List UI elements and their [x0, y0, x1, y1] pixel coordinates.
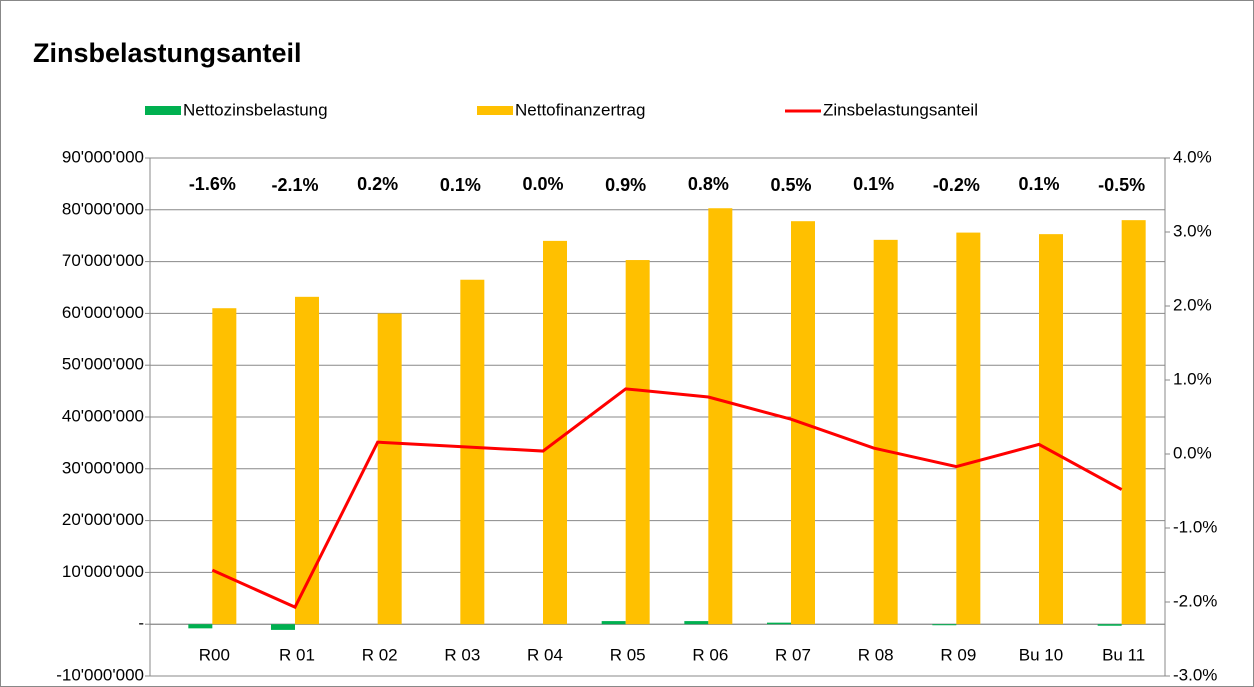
x-tick-label: R 08 [858, 645, 894, 664]
bar [873, 239, 898, 625]
bar [601, 621, 626, 625]
legend-label: Zinsbelastungsanteil [823, 100, 978, 119]
y-tick-label: 50'000'000 [62, 355, 144, 374]
bar [684, 621, 709, 625]
x-tick-label: R 05 [610, 645, 646, 664]
y2-tick-label: -3.0% [1173, 665, 1217, 684]
x-tick-label: R 07 [775, 645, 811, 664]
y-tick-label: 60'000'000 [62, 303, 144, 322]
x-tick-label: R 01 [279, 645, 315, 664]
y2-tick-label: 1.0% [1173, 369, 1212, 388]
data-label: 0.8% [688, 174, 729, 194]
bar [767, 622, 791, 625]
data-label: 0.1% [1018, 174, 1059, 194]
bar [932, 624, 957, 626]
bar [1121, 220, 1146, 625]
y2-tick-label: 0.0% [1173, 443, 1212, 462]
x-tick-label: R00 [199, 645, 230, 664]
y-tick-label: 80'000'000 [62, 199, 144, 218]
data-label: 0.1% [853, 174, 894, 194]
x-tick-label: R 06 [692, 645, 728, 664]
x-tick-label: R 09 [940, 645, 976, 664]
legend-swatch [145, 106, 181, 115]
x-tick-label: Bu 10 [1019, 645, 1063, 664]
bar [460, 279, 485, 625]
y2-tick-label: -1.0% [1173, 517, 1217, 536]
y-tick-label: 40'000'000 [62, 406, 144, 425]
y-tick-label: 30'000'000 [62, 458, 144, 477]
data-label: 0.1% [440, 175, 481, 195]
y2-tick-label: 2.0% [1173, 295, 1212, 314]
bar [1097, 624, 1122, 626]
y2-tick-label: 3.0% [1173, 221, 1212, 240]
legend-label: Nettozinsbelastung [183, 100, 328, 119]
y-tick-label: 10'000'000 [62, 562, 144, 581]
data-label: -0.2% [933, 175, 980, 195]
bar [271, 624, 295, 630]
data-label: 0.5% [770, 175, 811, 195]
x-tick-label: Bu 11 [1102, 645, 1145, 664]
data-label: 0.0% [522, 174, 563, 194]
y-tick-label: -10'000'000 [56, 665, 144, 684]
bar [625, 260, 650, 625]
y-tick-label: 20'000'000 [62, 510, 144, 529]
data-label: -1.6% [189, 174, 236, 194]
data-label: 0.2% [357, 174, 398, 194]
y2-tick-label: -2.0% [1173, 591, 1217, 610]
data-label: 0.9% [605, 175, 646, 195]
x-tick-label: R 04 [527, 645, 563, 664]
bar [956, 232, 981, 625]
y2-tick-label: 4.0% [1173, 147, 1212, 166]
x-tick-label: R 02 [362, 645, 398, 664]
data-label: -2.1% [271, 175, 318, 195]
data-label: -0.5% [1098, 175, 1145, 195]
y-tick-label: 70'000'000 [62, 251, 144, 270]
bar [1039, 234, 1063, 625]
chart-title: Zinsbelastungsanteil [33, 38, 302, 68]
bar [188, 624, 213, 629]
bar [708, 208, 733, 625]
line [211, 387, 1123, 610]
y-tick-label: - [138, 614, 144, 633]
bar [377, 313, 402, 625]
x-tick-label: R 03 [444, 645, 480, 664]
y-tick-label: 90'000'000 [62, 147, 144, 166]
bar [543, 240, 567, 625]
bar [295, 296, 319, 625]
legend-label: Nettofinanzertrag [515, 100, 645, 119]
legend-swatch [477, 106, 513, 115]
